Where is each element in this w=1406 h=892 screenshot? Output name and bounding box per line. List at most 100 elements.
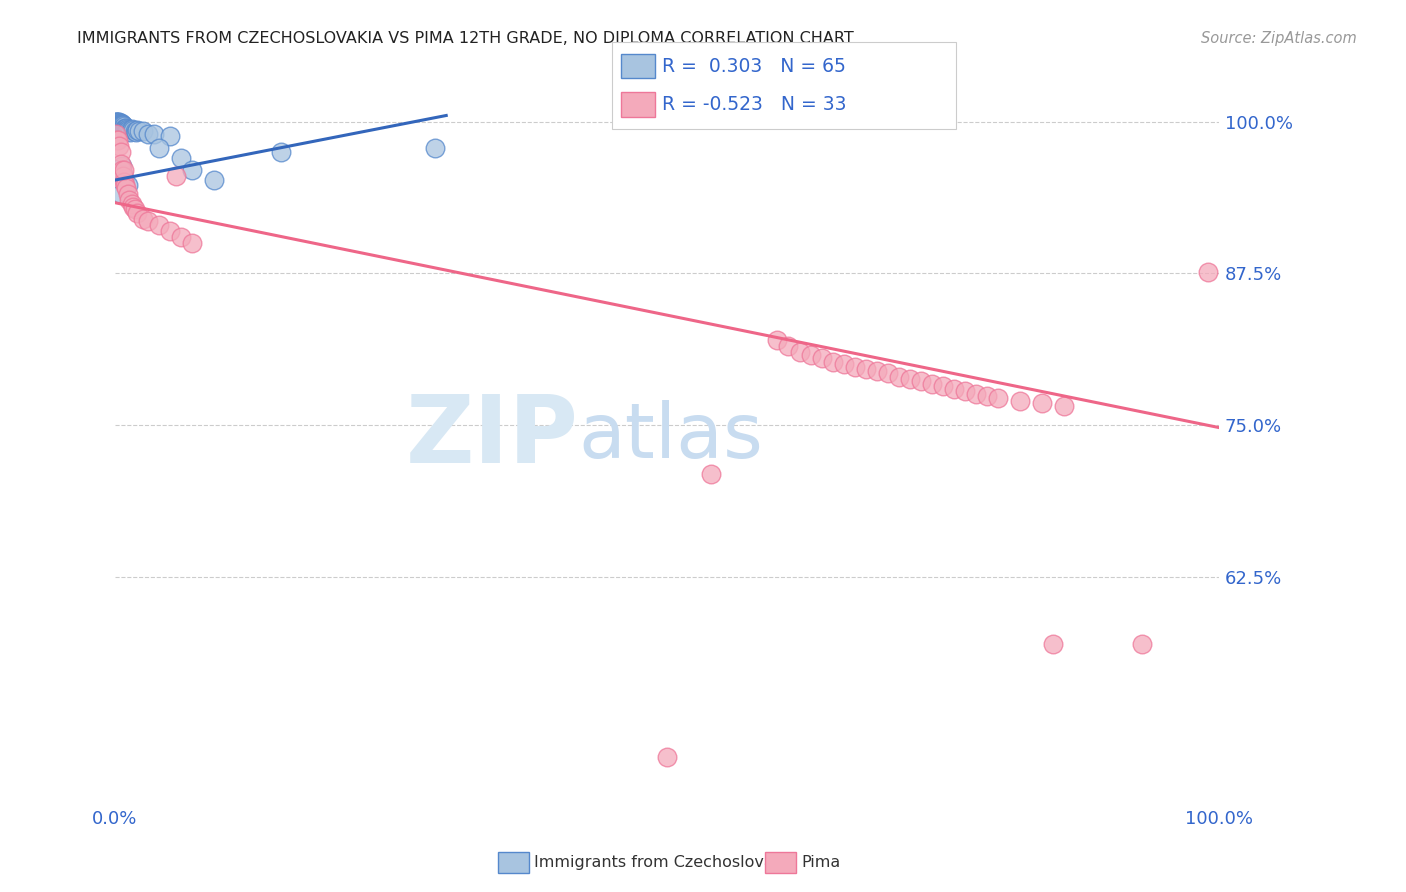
Point [131, 211, 153, 226]
Point [112, 120, 135, 134]
Point [125, 126, 148, 140]
Point [115, 121, 138, 136]
Point [111, 118, 134, 132]
Point [121, 121, 143, 136]
Point [111, 163, 134, 178]
Text: IMMIGRANTS FROM CZECHOSLOVAKIA VS PIMA 12TH GRADE, NO DIPLOMA CORRELATION CHART: IMMIGRANTS FROM CZECHOSLOVAKIA VS PIMA 1… [77, 31, 853, 46]
Point [943, 382, 966, 396]
Point [165, 169, 187, 184]
Point [953, 384, 976, 399]
Point [114, 123, 136, 137]
Point [832, 358, 855, 372]
Text: Pima: Pima [801, 855, 841, 870]
Point [124, 202, 146, 216]
Point [844, 359, 866, 374]
Point [110, 116, 132, 130]
Point [114, 178, 136, 192]
Point [111, 118, 134, 132]
Point [148, 141, 170, 155]
Point [105, 120, 128, 134]
Point [111, 120, 134, 135]
Point [127, 123, 149, 137]
Point [112, 163, 135, 178]
Text: atlas: atlas [579, 401, 763, 475]
Point [108, 114, 131, 128]
Point [887, 369, 910, 384]
Point [821, 355, 844, 369]
Point [136, 127, 159, 141]
Point [866, 363, 889, 377]
Point [987, 392, 1010, 406]
Point [148, 218, 170, 232]
Point [655, 749, 678, 764]
Point [111, 117, 134, 131]
Point [105, 118, 128, 132]
Point [111, 120, 134, 135]
Point [108, 123, 131, 137]
Point [107, 116, 129, 130]
Point [181, 235, 204, 250]
Point [108, 118, 131, 132]
Point [105, 114, 128, 128]
Point [799, 348, 821, 362]
Point [111, 169, 134, 184]
Point [142, 127, 165, 141]
Point [170, 230, 193, 244]
Point [112, 121, 135, 136]
Text: Source: ZipAtlas.com: Source: ZipAtlas.com [1201, 31, 1357, 46]
Point [932, 379, 955, 393]
Point [108, 120, 131, 134]
Point [108, 121, 131, 136]
Point [789, 345, 811, 359]
Point [118, 124, 141, 138]
Point [170, 151, 193, 165]
Point [107, 123, 129, 137]
Point [876, 366, 898, 380]
Point [700, 467, 723, 481]
Point [112, 124, 135, 138]
Point [115, 123, 138, 137]
Point [976, 389, 998, 403]
Point [105, 114, 128, 128]
Point [1130, 637, 1153, 651]
Point [105, 117, 128, 131]
Point [120, 126, 142, 140]
Point [108, 117, 131, 131]
Point [425, 141, 447, 155]
Point [270, 145, 292, 159]
Point [107, 120, 129, 135]
Point [110, 121, 132, 136]
Point [202, 173, 225, 187]
Point [118, 194, 141, 208]
Point [110, 120, 132, 134]
Point [110, 157, 132, 171]
Point [1197, 265, 1219, 279]
Point [108, 139, 131, 153]
Point [965, 386, 987, 401]
Point [121, 197, 143, 211]
Point [107, 133, 129, 147]
Text: R = -0.523   N = 33: R = -0.523 N = 33 [662, 95, 846, 114]
Point [105, 117, 128, 131]
Point [855, 362, 877, 376]
Point [110, 145, 132, 159]
Point [105, 114, 128, 128]
Point [110, 117, 132, 131]
Point [105, 127, 128, 141]
Point [921, 376, 943, 391]
Point [910, 375, 932, 389]
Point [107, 114, 129, 128]
Point [117, 123, 139, 137]
Point [108, 116, 131, 130]
Point [898, 372, 921, 386]
Point [810, 351, 832, 366]
Point [111, 167, 134, 181]
Point [1010, 393, 1032, 408]
Point [107, 118, 129, 132]
Point [131, 124, 153, 138]
Point [128, 124, 150, 138]
Point [124, 124, 146, 138]
Point [778, 339, 800, 353]
Text: Immigrants from Czechoslovakia: Immigrants from Czechoslovakia [534, 855, 797, 870]
Point [766, 333, 789, 347]
